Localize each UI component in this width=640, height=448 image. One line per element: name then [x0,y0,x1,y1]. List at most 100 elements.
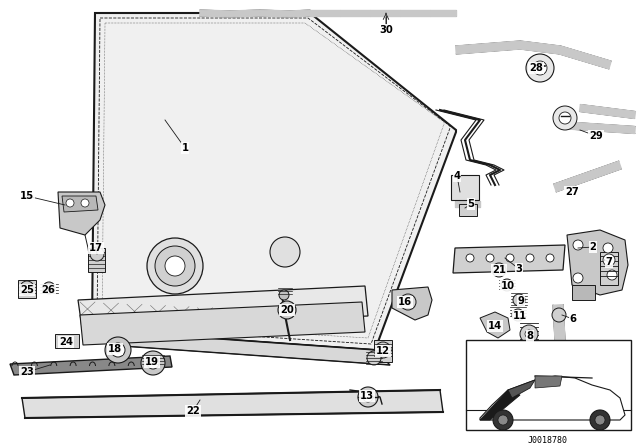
Polygon shape [92,13,456,350]
Circle shape [165,256,185,276]
Circle shape [492,263,506,277]
Circle shape [43,282,55,294]
Circle shape [595,415,605,425]
Text: 6: 6 [570,314,577,324]
FancyBboxPatch shape [451,175,479,200]
Polygon shape [260,10,290,17]
Text: 16: 16 [398,297,412,307]
Circle shape [400,294,416,310]
Circle shape [486,254,494,262]
Polygon shape [230,10,260,17]
Circle shape [155,246,195,286]
Text: 18: 18 [108,344,122,354]
Circle shape [105,337,131,363]
Circle shape [512,309,524,321]
Polygon shape [554,161,621,192]
Polygon shape [553,305,565,340]
Text: 27: 27 [565,187,579,197]
Polygon shape [22,390,443,418]
Polygon shape [480,390,520,420]
Circle shape [526,54,554,82]
Text: 7: 7 [605,257,612,267]
Circle shape [590,410,610,430]
Polygon shape [559,46,611,69]
Bar [459,204,477,216]
Bar [466,340,631,430]
Polygon shape [374,340,392,362]
Polygon shape [456,41,520,54]
Polygon shape [88,248,105,272]
Circle shape [552,308,566,322]
Text: 20: 20 [280,305,294,315]
Circle shape [546,254,554,262]
Circle shape [501,279,513,291]
Polygon shape [80,302,365,345]
Polygon shape [600,252,618,285]
Text: 17: 17 [89,243,103,253]
Circle shape [493,410,513,430]
Circle shape [559,112,571,124]
Polygon shape [310,10,340,16]
Circle shape [62,338,72,348]
Text: 10: 10 [501,281,515,291]
Text: 14: 14 [488,321,502,331]
Circle shape [367,351,381,365]
Circle shape [270,237,300,267]
Polygon shape [92,330,390,365]
Polygon shape [535,376,562,388]
Circle shape [573,240,583,250]
Text: 29: 29 [589,131,603,141]
Circle shape [81,199,89,207]
Text: 23: 23 [20,367,34,377]
Polygon shape [508,380,535,398]
Text: 5: 5 [467,199,474,209]
Polygon shape [480,376,625,420]
Text: 4: 4 [453,171,461,181]
Circle shape [506,254,514,262]
Text: 3: 3 [516,264,522,274]
Circle shape [603,254,615,266]
Circle shape [525,330,533,338]
Text: 2: 2 [589,242,596,252]
Polygon shape [572,285,595,300]
Circle shape [607,270,617,280]
Text: 13: 13 [360,391,374,401]
Polygon shape [58,192,105,235]
Text: 25: 25 [20,285,34,295]
Text: 22: 22 [186,406,200,416]
Polygon shape [580,104,636,118]
Polygon shape [18,280,36,298]
Circle shape [526,254,534,262]
Circle shape [363,392,373,402]
Circle shape [513,294,525,306]
Polygon shape [453,245,565,273]
Polygon shape [10,356,172,375]
Polygon shape [290,10,310,17]
Text: 12: 12 [376,346,390,356]
Text: 21: 21 [492,265,506,275]
Text: 1: 1 [181,143,189,153]
Polygon shape [480,312,510,338]
Text: 8: 8 [527,331,534,341]
Circle shape [603,243,613,253]
Circle shape [533,61,547,75]
Circle shape [147,357,159,369]
Circle shape [66,199,74,207]
Circle shape [283,306,291,314]
Circle shape [111,343,125,357]
Text: 15: 15 [20,191,34,201]
Text: 24: 24 [59,337,73,347]
Text: 30: 30 [379,25,393,35]
Text: 9: 9 [518,296,524,306]
Bar [55,334,79,348]
Circle shape [405,299,411,305]
Polygon shape [340,10,370,16]
Circle shape [141,351,165,375]
Circle shape [278,301,296,319]
Polygon shape [392,287,432,320]
Polygon shape [520,41,561,54]
Circle shape [466,254,474,262]
Circle shape [498,415,508,425]
Polygon shape [560,121,636,134]
Circle shape [90,247,104,261]
